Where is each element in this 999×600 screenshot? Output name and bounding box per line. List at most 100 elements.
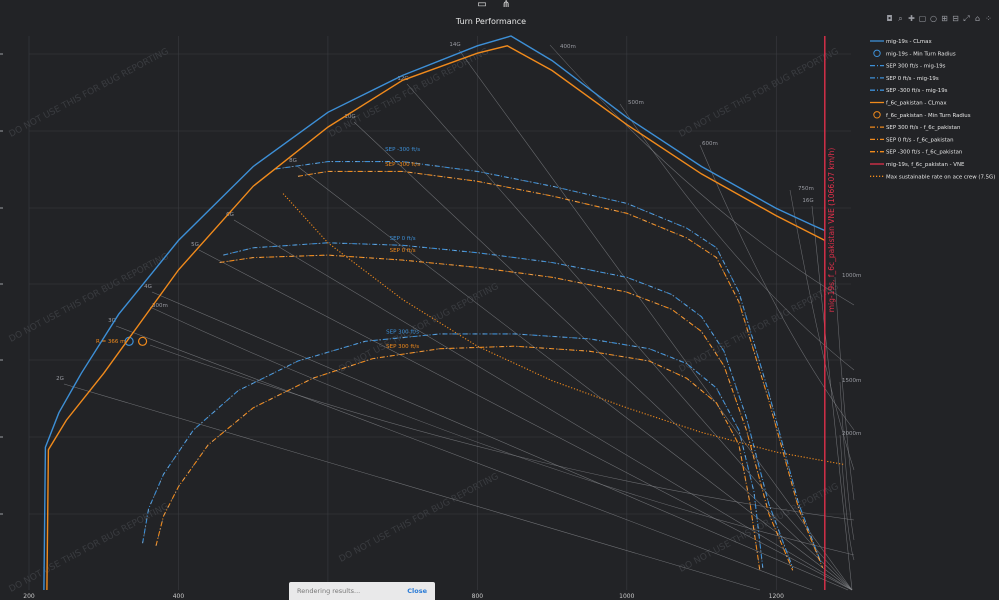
legend[interactable]: mig-19s - CLmax mig-19s - Min Turn Radius… — [870, 39, 995, 180]
series-line — [297, 170, 824, 569]
legend-symbol — [873, 111, 881, 119]
legend-symbol — [873, 49, 881, 57]
legend-item[interactable]: SEP 300 ft/s - mig-19s — [886, 64, 946, 70]
home-icon[interactable]: ⌂ — [974, 14, 981, 23]
x-tick-label: 200 — [23, 593, 35, 600]
radius-line — [699, 144, 855, 431]
legend-item[interactable]: f_6c_pakistan - Min Turn Radius — [886, 113, 971, 119]
sep-label: SEP -300 ft/s — [385, 147, 420, 153]
share-icon[interactable]: ⋔ — [501, 0, 511, 10]
radius-line — [619, 103, 855, 371]
legend-item[interactable]: SEP 300 ft/s - f_6c_pakistan — [886, 125, 960, 131]
status-message: Rendering results... — [297, 587, 361, 595]
grid — [0, 36, 851, 590]
sep-label: SEP 300 ft/s — [386, 329, 419, 335]
radius-line-label: 400m — [560, 44, 576, 50]
watermark-text: DO NOT USE THIS FOR BUG REPORTING — [338, 472, 501, 565]
series-group — [43, 35, 844, 591]
radius-line — [149, 306, 855, 556]
radius-line — [149, 344, 855, 521]
sep-label: SEP 0 ft/s — [390, 236, 416, 242]
vne-label: mig-19s, f_6c_pakistan VNE (1066.07 km/h… — [827, 148, 836, 313]
chart-labels: SEP -300 ft/s SEP -300 ft/s SEP 0 ft/s SEP … — [96, 147, 836, 350]
legend-item[interactable]: SEP 0 ft/s - f_6c_pakistan — [886, 137, 954, 143]
x-tick-label: 400 — [173, 593, 185, 600]
legend-item[interactable]: mig-19s, f_6c_pakistan - VNE — [886, 162, 965, 168]
x-tick-label: 1200 — [769, 593, 784, 600]
legend-item[interactable]: f_6c_pakistan - CLmax — [886, 101, 947, 107]
g-line — [115, 325, 813, 591]
watermark-text: DO NOT USE THIS FOR BUG REPORTING — [8, 47, 171, 140]
legend-item[interactable]: SEP -300 ft/s - mig-19s — [886, 88, 948, 94]
series-line — [282, 193, 844, 465]
series-line — [43, 35, 826, 591]
plotly-logo-icon[interactable]: ⁘ — [985, 14, 992, 23]
g-line — [458, 49, 853, 591]
legend-item[interactable]: SEP -300 ft/s - f_6c_pakistan — [886, 150, 962, 156]
zoom-out-icon[interactable]: ⊟ — [952, 14, 959, 23]
box-select-icon[interactable]: ▢ — [918, 14, 927, 23]
g-line — [296, 165, 853, 591]
legend-item[interactable]: mig-19s - CLmax — [886, 39, 932, 45]
g-line — [151, 291, 849, 591]
watermark-text: DO NOT USE THIS FOR BUG REPORTING — [8, 502, 171, 595]
g-line-label: 6G — [226, 212, 234, 218]
series-line-overlay — [155, 345, 761, 571]
radius-lines: 300m 400m 500m 600m 750m 1000m 1500m 2000m — [149, 44, 861, 561]
g-line — [63, 383, 761, 591]
sep-label: SEP 0 ft/s — [390, 248, 416, 254]
legend-item[interactable]: mig-19s - Min Turn Radius — [886, 51, 956, 57]
radius-line — [789, 189, 855, 471]
screen-icon[interactable]: ▭ — [477, 0, 487, 10]
watermark-text: DO NOT USE THIS FOR BUG REPORTING — [338, 282, 501, 375]
sep-label: SEP -300 ft/s — [385, 162, 420, 168]
watermark-text: DO NOT USE THIS FOR BUG REPORTING — [8, 252, 171, 345]
series-line — [46, 45, 826, 591]
radius-line-label: 1000m — [842, 273, 861, 279]
legend-item[interactable]: Max sustainable rate on ace crew (7.5G) — [886, 174, 995, 180]
zoom-in-icon[interactable]: ⊞ — [941, 14, 948, 23]
g-line — [353, 121, 853, 591]
g-lines: 2G 3G 4G 5G 6G 8G 10G 12G 14G 16G — [56, 42, 853, 591]
g-line-label: 3G — [108, 318, 116, 324]
g-line — [406, 83, 853, 591]
radius-line-label: 500m — [628, 100, 644, 106]
series-line-overlay — [223, 242, 793, 568]
close-button[interactable]: Close — [407, 587, 427, 595]
g-line-label: 16G — [802, 198, 813, 204]
series-line-overlay — [219, 254, 793, 571]
g-line-label: 8G — [289, 158, 297, 164]
autoscale-icon[interactable]: ⤢ — [963, 14, 970, 23]
turn-radius-annotation: R = 366 m — [96, 339, 126, 345]
g-line — [198, 249, 853, 591]
camera-icon[interactable]: ◘ — [886, 14, 893, 23]
status-toast: Rendering results... Close — [289, 582, 435, 600]
watermarks: DO NOT USE THIS FOR BUG REPORTING DO NOT … — [8, 47, 841, 595]
radius-line-label: 1500m — [842, 378, 861, 384]
g-line-label: 12G — [397, 76, 408, 82]
top-icons: ▭ ⋔ — [475, 0, 513, 10]
g-line — [811, 205, 853, 591]
series-line-overlay — [297, 171, 823, 568]
series-line — [223, 242, 794, 568]
radius-line — [549, 44, 855, 306]
radius-line-label: 750m — [798, 186, 814, 192]
g-line-label: 14G — [449, 42, 460, 48]
sep-label: SEP 300 ft/s — [386, 344, 419, 350]
legend-item[interactable]: SEP 0 ft/s - mig-19s — [886, 76, 939, 82]
pan-icon[interactable]: ✚ — [908, 14, 915, 23]
series-line — [155, 345, 761, 571]
g-line-label: 4G — [144, 284, 152, 290]
g-line-label: 2G — [56, 376, 64, 382]
x-tick-label: 1000 — [619, 593, 634, 600]
series-line — [275, 161, 822, 564]
g-line-label: 5G — [191, 242, 199, 248]
x-tick-label: 800 — [472, 593, 484, 600]
radius-line-label: 300m — [152, 303, 168, 309]
series-line — [142, 333, 764, 568]
lasso-icon[interactable]: ○ — [930, 14, 937, 23]
watermark-text: DO NOT USE THIS FOR BUG REPORTING — [328, 47, 491, 140]
zoom-icon[interactable]: ⌕ — [898, 14, 903, 23]
radius-line — [834, 276, 855, 501]
